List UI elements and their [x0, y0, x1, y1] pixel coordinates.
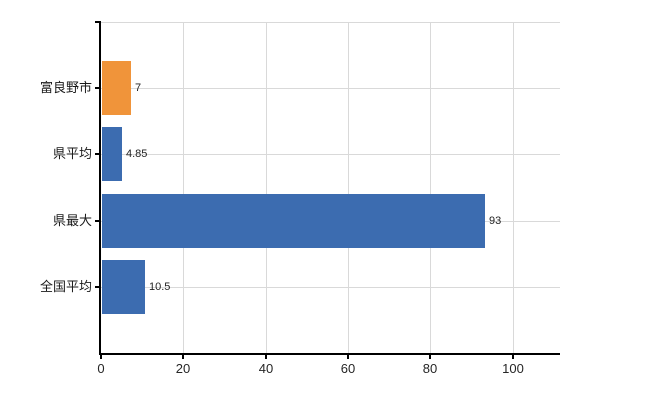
y-axis-category-label: 全国平均 — [39, 279, 92, 294]
x-axis-tick — [265, 355, 267, 359]
bar-1 — [102, 61, 131, 115]
y-axis-tick — [95, 153, 101, 155]
gridline-horizontal — [101, 88, 560, 89]
bar-2 — [102, 127, 122, 181]
gridline-vertical — [266, 22, 267, 353]
gridline-vertical — [348, 22, 349, 353]
gridline-vertical — [430, 22, 431, 353]
x-axis-tick-label: 0 — [97, 361, 105, 376]
y-axis-category-label: 県平均 — [52, 146, 92, 161]
y-axis-tick — [95, 286, 101, 288]
bar-value-label: 4.85 — [126, 148, 148, 160]
bar-4 — [102, 260, 145, 314]
x-axis-tick-label: 20 — [175, 361, 191, 376]
x-axis-line — [99, 353, 560, 355]
y-axis-tick — [95, 220, 101, 222]
bar-value-label: 7 — [135, 82, 142, 94]
y-axis-category-label: 県最大 — [52, 213, 92, 228]
bar-3 — [102, 194, 485, 248]
plot-top-border — [101, 22, 560, 23]
y-axis-boundary-tick — [95, 21, 101, 23]
x-axis-tick — [182, 355, 184, 359]
y-axis-line — [99, 21, 101, 355]
bar-value-label: 93 — [489, 215, 502, 227]
bar-value-label: 10.5 — [149, 281, 171, 293]
x-axis-tick-label: 100 — [502, 361, 524, 376]
x-axis-tick — [429, 355, 431, 359]
gridline-horizontal — [101, 154, 560, 155]
x-axis-tick — [512, 355, 514, 359]
gridline-vertical — [183, 22, 184, 353]
x-axis-tick-label: 80 — [422, 361, 438, 376]
x-axis-tick-label: 60 — [340, 361, 356, 376]
x-axis-tick-label: 40 — [258, 361, 274, 376]
gridline-horizontal — [101, 287, 560, 288]
y-axis-tick — [95, 87, 101, 89]
x-axis-tick — [100, 355, 102, 359]
y-axis-category-label: 富良野市 — [39, 80, 92, 95]
gridline-vertical — [513, 22, 514, 353]
x-axis-tick — [347, 355, 349, 359]
